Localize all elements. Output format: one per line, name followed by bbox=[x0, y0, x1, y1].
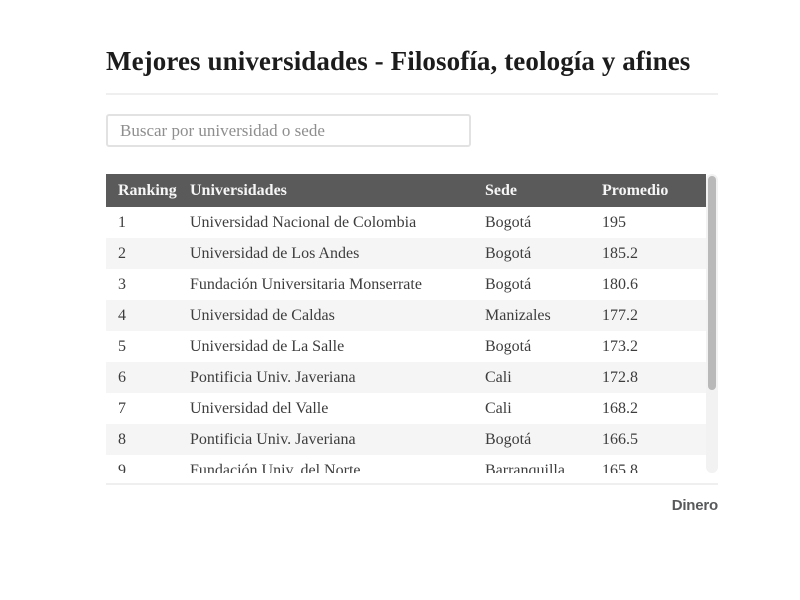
universidad-cell: Universidad de Los Andes bbox=[190, 244, 360, 262]
sede-cell: Cali bbox=[485, 399, 512, 417]
promedio-cell: 177.2 bbox=[602, 306, 638, 324]
column-header-ranking: Ranking bbox=[118, 181, 177, 199]
column-header-universidades: Universidades bbox=[190, 181, 287, 199]
ranking-cell: 2 bbox=[118, 244, 126, 262]
page-title: Mejores universidades - Filosofía, teolo… bbox=[106, 46, 691, 76]
universidad-cell: Universidad del Valle bbox=[190, 399, 329, 417]
ranking-cell: 8 bbox=[118, 430, 126, 448]
widget-container: Mejores universidades - Filosofía, teolo… bbox=[106, 0, 718, 514]
ranking-table: Ranking Universidades Sede Promedio 1 Un… bbox=[106, 174, 718, 474]
dinero-logo: Dinero bbox=[671, 497, 719, 515]
promedio-cell: 168.2 bbox=[602, 399, 638, 417]
table-scrollbar-thumb[interactable] bbox=[708, 176, 716, 391]
universidad-cell: Universidad de Caldas bbox=[190, 306, 335, 324]
table-scrollbar-track[interactable] bbox=[706, 174, 718, 474]
ranking-cell: 7 bbox=[118, 399, 126, 417]
table-body: 1 Universidad Nacional de Colombia Bogot… bbox=[106, 207, 706, 474]
sede-cell: Bogotá bbox=[485, 430, 532, 448]
sede-cell: Bogotá bbox=[485, 337, 532, 355]
table-row: 9 Fundación Univ. del Norte Barranquilla… bbox=[106, 455, 706, 474]
footer-divider bbox=[106, 483, 718, 486]
ranking-cell: 9 bbox=[118, 461, 126, 474]
sede-cell: Cali bbox=[485, 368, 512, 386]
table-row: 5 Universidad de La Salle Bogotá 173.2 bbox=[106, 331, 706, 363]
universidad-cell: Fundación Univ. del Norte bbox=[190, 461, 361, 474]
ranking-cell: 3 bbox=[118, 275, 126, 293]
table-row: 7 Universidad del Valle Cali 168.2 bbox=[106, 393, 706, 425]
column-header-sede: Sede bbox=[485, 181, 517, 199]
sede-cell: Bogotá bbox=[485, 213, 532, 231]
sede-cell: Barranquilla bbox=[485, 461, 565, 474]
universidad-cell: Pontificia Univ. Javeriana bbox=[190, 430, 356, 448]
promedio-cell: 166.5 bbox=[602, 430, 638, 448]
promedio-cell: 195 bbox=[602, 213, 626, 231]
table-header-row: Ranking Universidades Sede Promedio bbox=[106, 174, 706, 208]
promedio-cell: 172.8 bbox=[602, 368, 638, 386]
universidad-cell: Universidad Nacional de Colombia bbox=[190, 213, 417, 231]
promedio-cell: 173.2 bbox=[602, 337, 638, 355]
universidad-cell: Universidad de La Salle bbox=[190, 337, 345, 355]
sede-cell: Manizales bbox=[485, 306, 551, 324]
column-header-promedio: Promedio bbox=[602, 181, 669, 199]
promedio-cell: 180.6 bbox=[602, 275, 638, 293]
table-row: 2 Universidad de Los Andes Bogotá 185.2 bbox=[106, 238, 706, 270]
table-row: 3 Fundación Universitaria Monserrate Bog… bbox=[106, 269, 706, 301]
promedio-cell: 165.8 bbox=[602, 461, 638, 474]
sede-cell: Bogotá bbox=[485, 244, 532, 262]
universidad-cell: Pontificia Univ. Javeriana bbox=[190, 368, 356, 386]
ranking-cell: 4 bbox=[118, 306, 126, 324]
table-row: 8 Pontificia Univ. Javeriana Bogotá 166.… bbox=[106, 424, 706, 456]
promedio-cell: 185.2 bbox=[602, 244, 638, 262]
ranking-cell: 6 bbox=[118, 368, 126, 386]
table-row: 4 Universidad de Caldas Manizales 177.2 bbox=[106, 300, 706, 332]
table-row: 6 Pontificia Univ. Javeriana Cali 172.8 bbox=[106, 362, 706, 394]
ranking-cell: 5 bbox=[118, 337, 126, 355]
sede-cell: Bogotá bbox=[485, 275, 532, 293]
search-input[interactable] bbox=[106, 114, 471, 148]
universidad-cell: Fundación Universitaria Monserrate bbox=[190, 275, 422, 293]
table-row: 1 Universidad Nacional de Colombia Bogot… bbox=[106, 207, 706, 239]
title-divider bbox=[106, 93, 718, 96]
ranking-cell: 1 bbox=[118, 213, 126, 231]
